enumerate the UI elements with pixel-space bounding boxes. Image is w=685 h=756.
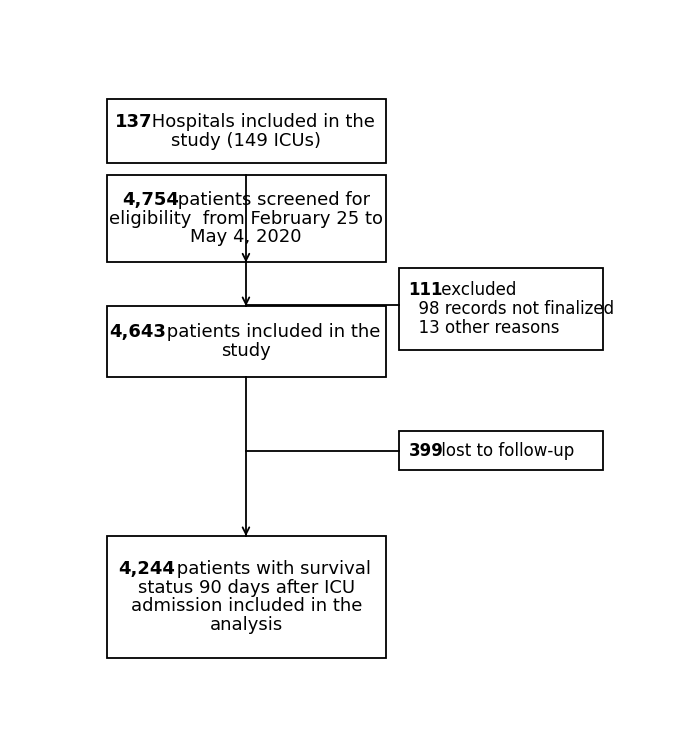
Text: Hospitals included in the: Hospitals included in the xyxy=(147,113,375,131)
Text: eligibility  from February 25 to: eligibility from February 25 to xyxy=(109,209,383,228)
Text: May 4, 2020: May 4, 2020 xyxy=(190,228,302,246)
Text: patients screened for: patients screened for xyxy=(172,191,370,209)
FancyBboxPatch shape xyxy=(399,268,603,350)
Text: 4,643: 4,643 xyxy=(110,324,166,341)
Text: 111: 111 xyxy=(408,281,443,299)
Text: patients included in the: patients included in the xyxy=(161,324,380,341)
Text: 4,244: 4,244 xyxy=(118,560,175,578)
Text: 399: 399 xyxy=(408,442,443,460)
FancyBboxPatch shape xyxy=(107,100,386,163)
Text: lost to follow-up: lost to follow-up xyxy=(436,442,574,460)
Text: patients with survival: patients with survival xyxy=(171,560,371,578)
Text: admission included in the: admission included in the xyxy=(131,597,362,615)
Text: 137: 137 xyxy=(114,113,152,131)
Text: 98 records not finalized: 98 records not finalized xyxy=(408,300,614,318)
Text: 13 other reasons: 13 other reasons xyxy=(408,318,560,336)
Text: study: study xyxy=(221,342,271,360)
Text: 4,754: 4,754 xyxy=(123,191,179,209)
FancyBboxPatch shape xyxy=(107,536,386,658)
FancyBboxPatch shape xyxy=(107,306,386,377)
Text: excluded: excluded xyxy=(436,281,516,299)
Text: analysis: analysis xyxy=(210,616,283,634)
Text: status 90 days after ICU: status 90 days after ICU xyxy=(138,579,355,596)
Text: study (149 ICUs): study (149 ICUs) xyxy=(171,132,321,150)
FancyBboxPatch shape xyxy=(107,175,386,262)
FancyBboxPatch shape xyxy=(399,431,603,470)
